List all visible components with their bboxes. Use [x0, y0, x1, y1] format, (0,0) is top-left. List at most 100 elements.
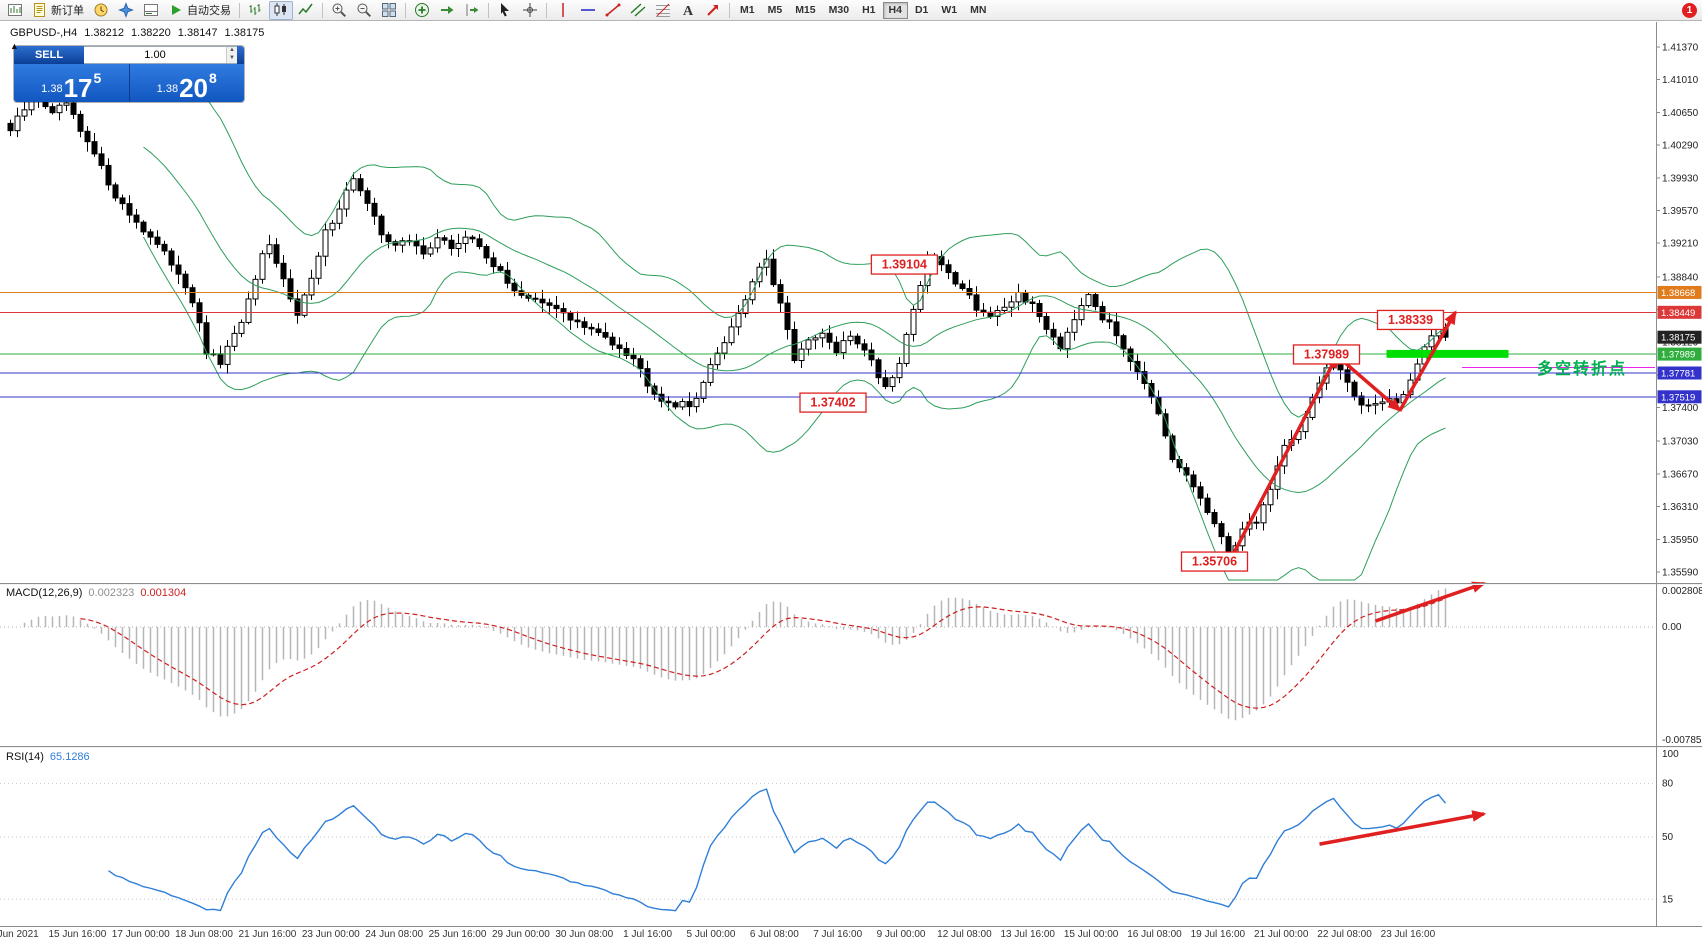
trend-arrow[interactable]: [1230, 353, 1339, 558]
zoom-in-button[interactable]: [327, 1, 351, 20]
panel-borders: [0, 22, 1702, 927]
pivot-annotation-text[interactable]: 多空转折点: [1537, 359, 1627, 378]
trend-arrow[interactable]: [1335, 354, 1402, 412]
cursor-tool-button[interactable]: [493, 1, 517, 20]
crosshair-icon: [523, 3, 537, 17]
macd-name: MACD(12,26,9): [6, 587, 83, 599]
chart-shift-button[interactable]: [460, 1, 484, 20]
indicators-icon: [415, 3, 429, 17]
price-callout[interactable]: [799, 392, 867, 413]
price-axis-markers: 1.38668 1.38449 1.38175 1.37989 1.37781 1.375…: [1657, 285, 1702, 404]
price-marker: [1657, 347, 1702, 361]
svg-text:1.40290: 1.40290: [1662, 141, 1699, 152]
channel-tool-button[interactable]: [626, 1, 650, 20]
sell-button[interactable]: SELL: [14, 46, 84, 64]
trend-arrow[interactable]: [1374, 581, 1487, 623]
volume-input[interactable]: [84, 47, 226, 63]
support-zone-rectangle[interactable]: [1386, 349, 1509, 358]
svg-text:50: 50: [1662, 832, 1674, 843]
terminal-button[interactable]: [139, 1, 163, 20]
timeframe-h1-button[interactable]: H1: [862, 4, 876, 16]
zoom-in-icon: [332, 3, 347, 18]
svg-text:1.39930: 1.39930: [1662, 173, 1699, 184]
candle-chart-mode-button[interactable]: [269, 0, 293, 20]
ohlc-open: 1.38212: [84, 27, 125, 39]
sell-price-panel[interactable]: 1.38 17 5: [14, 64, 130, 102]
price-marker: [1657, 285, 1702, 299]
svg-text:1.37400: 1.37400: [1662, 403, 1699, 414]
svg-text:16 Jul 08:00: 16 Jul 08:00: [1127, 929, 1182, 940]
crosshair-tool-button[interactable]: [518, 1, 542, 20]
buy-price-small: 1.38: [156, 83, 179, 95]
toolbar-separator: [488, 2, 489, 18]
price-callout[interactable]: [1292, 344, 1361, 365]
price-callout[interactable]: [1376, 309, 1445, 331]
tile-windows-button[interactable]: [377, 1, 401, 20]
terminal-icon: [144, 4, 158, 16]
trade-panel-collapse-icon[interactable]: ▲: [10, 41, 19, 51]
svg-text:23 Jul 16:00: 23 Jul 16:00: [1381, 929, 1436, 940]
svg-text:15 Jul 00:00: 15 Jul 00:00: [1064, 929, 1119, 940]
svg-text:1.39570: 1.39570: [1662, 206, 1699, 217]
auto-scroll-button[interactable]: [435, 1, 459, 20]
new-order-icon: [34, 3, 45, 17]
macd-signal-line: [80, 598, 1446, 709]
trend-arrow[interactable]: [1398, 310, 1457, 412]
svg-text:22 Jul 08:00: 22 Jul 08:00: [1317, 929, 1372, 940]
arrows-tool-button[interactable]: [701, 1, 725, 20]
svg-text:1.38175: 1.38175: [1661, 333, 1695, 344]
fibonacci-tool-button[interactable]: [651, 1, 675, 20]
buy-price-panel[interactable]: 1.38 20 8: [129, 64, 244, 102]
timeframe-mn-button[interactable]: MN: [970, 4, 987, 16]
trend-arrow[interactable]: [1319, 810, 1487, 846]
indicators-button[interactable]: [410, 1, 434, 20]
svg-text:1.37781: 1.37781: [1661, 368, 1695, 379]
price-callouts[interactable]: 1.39104 1.37402 1.35706 1.37989 1.38339: [799, 254, 1445, 572]
timeframe-m5-button[interactable]: M5: [767, 4, 783, 16]
price-callout[interactable]: [1180, 551, 1249, 572]
volume-up-button[interactable]: ▲: [227, 47, 237, 55]
trend-arrows[interactable]: [1230, 310, 1487, 846]
svg-text:A: A: [683, 4, 694, 18]
timeframe-m30-button[interactable]: M30: [828, 4, 850, 16]
svg-text:9 Jul 00:00: 9 Jul 00:00: [877, 929, 926, 940]
toolbar-separator: [405, 2, 406, 18]
svg-text:30 Jun 08:00: 30 Jun 08:00: [555, 929, 613, 940]
vline-tool-button[interactable]: [551, 1, 575, 20]
svg-text:1.38668: 1.38668: [1661, 288, 1695, 299]
timeframe-w1-button[interactable]: W1: [941, 4, 958, 16]
zoom-out-button[interactable]: [352, 1, 376, 20]
hline-icon: [581, 9, 595, 11]
market-watch-button[interactable]: [89, 1, 113, 20]
timeframe-h4-button[interactable]: H4: [882, 1, 908, 19]
navigator-button[interactable]: [114, 1, 138, 20]
new-order-button[interactable]: 新订单: [28, 1, 88, 20]
bar-chart-mode-button[interactable]: [244, 1, 268, 20]
autotrading-button[interactable]: 自动交易: [164, 1, 235, 20]
text-tool-button[interactable]: A: [676, 1, 700, 20]
bars-icon: [249, 4, 261, 15]
price-callout[interactable]: [870, 254, 939, 275]
volume-spinner: ▲ ▼: [226, 47, 237, 63]
timeframe-m15-button[interactable]: M15: [795, 4, 816, 16]
svg-text:1.36310: 1.36310: [1662, 502, 1699, 513]
new-chart-button[interactable]: [3, 1, 27, 20]
time-axis[interactable]: 4 Jun 2021 15 Jun 16:00 17 Jun 00:00 18 Jun…: [0, 929, 1436, 940]
timeframe-d1-button[interactable]: D1: [914, 4, 929, 16]
svg-text:1.35590: 1.35590: [1662, 568, 1699, 579]
line-chart-mode-button[interactable]: [294, 1, 318, 20]
timeframe-m1-button[interactable]: M1: [740, 4, 755, 16]
macd-indicator-label: MACD(12,26,9) 0.002323 0.001304: [6, 587, 186, 599]
svg-text:1.39210: 1.39210: [1662, 239, 1699, 250]
horizontal-line-objects[interactable]: [0, 291, 1656, 398]
channel-icon: [630, 3, 646, 17]
buy-button[interactable]: BUY: [237, 46, 244, 64]
svg-text:17 Jun 00:00: 17 Jun 00:00: [112, 929, 170, 940]
hline-tool-button[interactable]: [576, 1, 600, 20]
notification-badge[interactable]: 1: [1682, 3, 1697, 18]
volume-down-button[interactable]: ▼: [227, 55, 237, 63]
trendline-tool-button[interactable]: [601, 1, 625, 20]
svg-text:7 Jul 16:00: 7 Jul 16:00: [813, 929, 862, 940]
